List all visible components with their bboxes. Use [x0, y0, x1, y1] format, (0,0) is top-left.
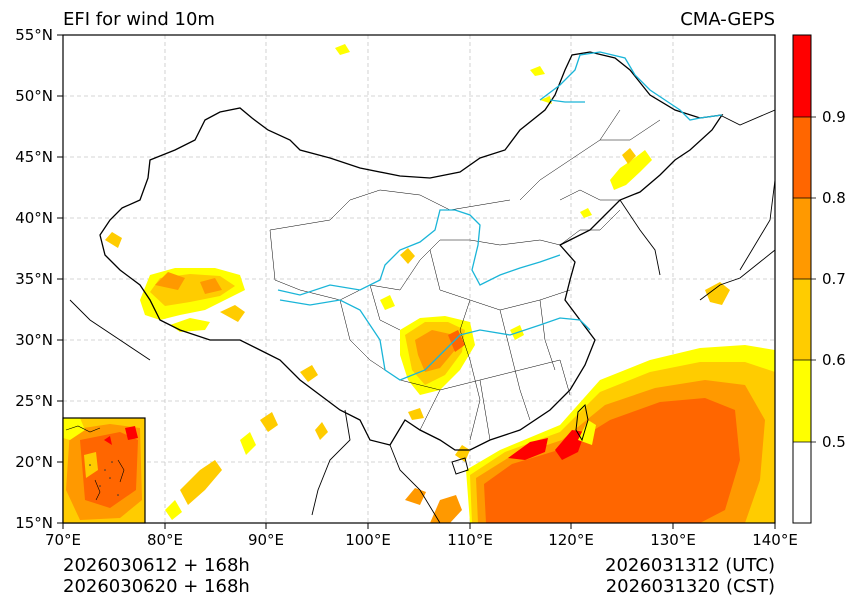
map-title: EFI for wind 10m — [63, 9, 215, 30]
lat-label: 40°N — [15, 209, 53, 227]
init-time-utc: 2026030612 + 168h — [63, 555, 250, 576]
tick-marks — [57, 34, 776, 529]
efi-shading-southeast — [405, 345, 775, 523]
neighbor-borders — [69, 109, 775, 523]
colorbar-bin — [793, 442, 811, 523]
colorbar-label: 0.6 — [822, 351, 846, 369]
lon-label: 100°E — [345, 531, 391, 549]
taiwan-outline — [575, 403, 589, 442]
lon-label: 120°E — [548, 531, 594, 549]
colorbar-label: 0.5 — [822, 433, 846, 451]
rivers — [277, 51, 723, 381]
colorbar-bin — [793, 35, 811, 117]
lat-label: 15°N — [15, 514, 53, 532]
efi-shading-central — [380, 248, 475, 395]
valid-time-utc: 2026031312 (UTC) — [605, 555, 775, 576]
colorbar-label: 0.8 — [822, 189, 846, 207]
lon-label: 70°E — [44, 531, 82, 549]
lon-label: 140°E — [752, 531, 798, 549]
lat-label: 20°N — [15, 453, 53, 471]
china-border — [99, 51, 724, 451]
lon-label: 130°E — [650, 531, 696, 549]
colorbar-bin — [793, 279, 811, 360]
south-china-sea-inset — [62, 417, 146, 524]
model-name: CMA-GEPS — [680, 9, 775, 30]
colorbar-bin — [793, 360, 811, 442]
colorbar-label: 0.7 — [822, 270, 846, 288]
efi-shading-scattered — [165, 44, 730, 520]
hainan-outline — [451, 457, 469, 475]
lon-label: 80°E — [146, 531, 184, 549]
init-time-cst: 2026030620 + 168h — [63, 576, 250, 597]
colorbar-label: 0.9 — [822, 108, 846, 126]
valid-time-cst: 2026031320 (CST) — [605, 576, 775, 597]
province-borders — [269, 109, 661, 441]
colorbar — [792, 34, 816, 524]
colorbar-bin — [793, 117, 811, 198]
lat-label: 55°N — [15, 26, 53, 44]
lon-label: 110°E — [447, 531, 493, 549]
lat-label: 30°N — [15, 331, 53, 349]
lat-label: 45°N — [15, 148, 53, 166]
colorbar-bin — [793, 198, 811, 279]
lat-label: 50°N — [15, 87, 53, 105]
lon-label: 90°E — [247, 531, 285, 549]
lat-label: 25°N — [15, 392, 53, 410]
efi-shading-tibet — [105, 232, 245, 332]
lat-label: 35°N — [15, 270, 53, 288]
